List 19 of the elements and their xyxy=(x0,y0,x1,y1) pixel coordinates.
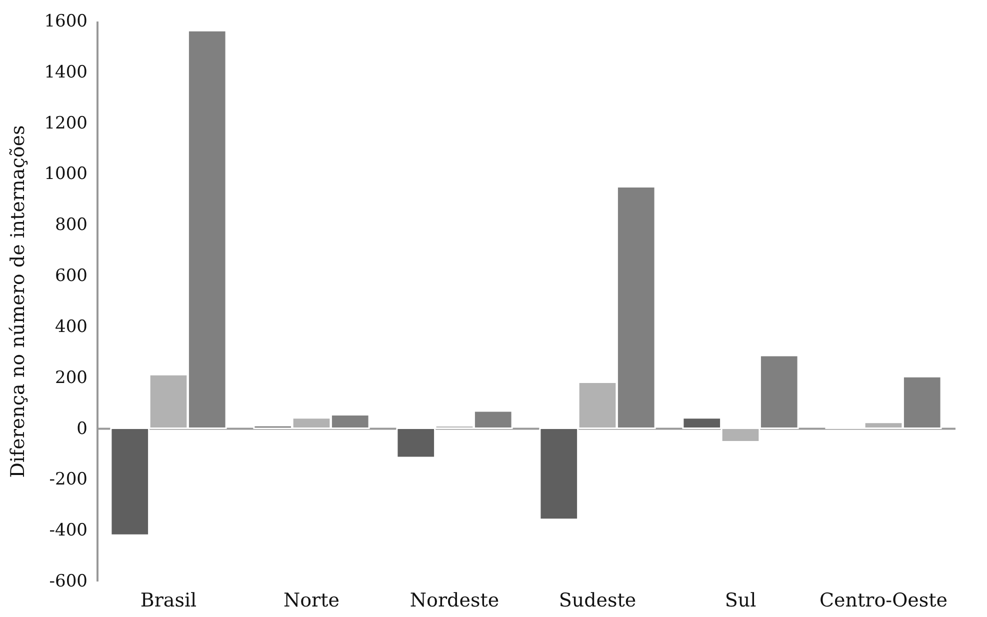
x-tick-label: Centro-Oeste xyxy=(819,590,948,612)
x-tick-label: Nordeste xyxy=(410,590,500,612)
y-axis-title: Diferença no número de internações xyxy=(7,125,30,478)
x-tick-label: Brasil xyxy=(140,590,197,612)
y-tick-label: 1600 xyxy=(44,12,88,32)
y-tick-label: 0 xyxy=(76,418,88,439)
y-tick-label: 1000 xyxy=(44,164,88,184)
y-tick-label: 800 xyxy=(55,215,88,236)
y-tick-label: 200 xyxy=(55,368,88,388)
x-tick-label: Sudeste xyxy=(558,590,636,612)
y-tick-label: 400 xyxy=(55,316,88,337)
y-tick-label: -600 xyxy=(49,572,88,592)
x-tick-label: Norte xyxy=(283,590,340,612)
y-tick-label: -400 xyxy=(49,520,88,541)
y-tick-label: -200 xyxy=(49,470,88,490)
y-tick-label: 1200 xyxy=(44,113,88,134)
y-tick-label: 600 xyxy=(55,266,88,286)
x-tick-label: Sul xyxy=(724,590,756,612)
y-tick-label: 1400 xyxy=(44,62,88,82)
